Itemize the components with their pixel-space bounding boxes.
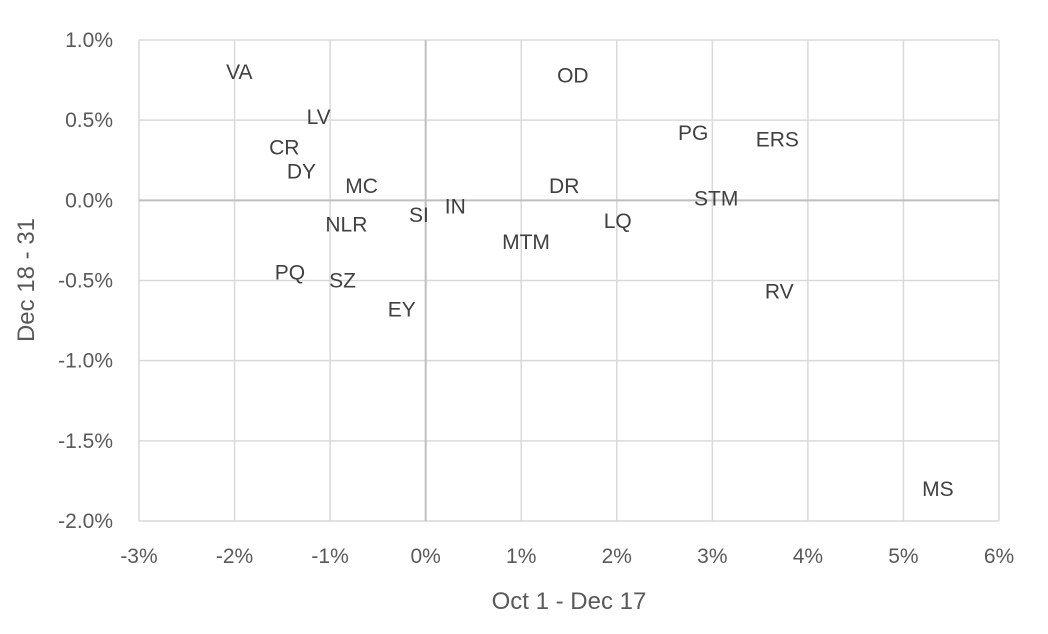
data-point-si: SI [409,204,429,227]
y-tick-label: 0.5% [65,109,113,132]
data-point-od: OD [557,64,589,87]
data-point-dy: DY [287,160,316,183]
x-tick-label: -3% [120,545,157,568]
data-point-pq: PQ [275,261,305,284]
gridlines [138,39,1000,522]
x-tick-label: 0% [410,545,440,568]
y-tick-label: -0.5% [58,270,113,293]
y-tick-label: -1.0% [58,350,113,373]
x-tick-label: -1% [311,545,348,568]
data-point-dr: DR [549,175,579,198]
zero-axes [139,40,999,521]
y-axis-title: Dec 18 - 31 [13,218,40,342]
x-axis-title: Oct 1 - Dec 17 [492,588,647,615]
x-tick-label: -2% [216,545,253,568]
x-tick-label: 4% [793,545,823,568]
x-tick-label: 3% [697,545,727,568]
y-tick-label: -1.5% [58,430,113,453]
data-point-rv: RV [765,281,794,304]
x-axis-ticks: -3% -2% -1% 0% 1% 2% 3% 4% 5% 6% [120,545,1014,568]
data-point-stm: STM [694,188,738,211]
data-point-va: VA [226,61,252,84]
data-point-lq: LQ [604,210,632,233]
data-point-ms: MS [922,478,954,501]
data-point-pg: PG [678,122,708,145]
x-tick-label: 2% [602,545,632,568]
x-tick-label: 5% [888,545,918,568]
data-point-in: IN [445,196,466,219]
data-point-nlr: NLR [325,213,367,236]
x-tick-label: 6% [984,545,1014,568]
data-point-ers: ERS [756,128,799,151]
data-point-lv: LV [307,106,331,129]
y-tick-label: 0.0% [65,189,113,212]
y-tick-label: 1.0% [65,29,113,52]
x-tick-label: 1% [506,545,536,568]
data-point-cr: CR [269,136,299,159]
data-point-sz: SZ [329,270,356,293]
data-point-mc: MC [345,175,378,198]
y-axis-ticks: 1.0% 0.5% 0.0% -0.5% -1.0% -1.5% -2.0% [58,29,113,533]
data-point-mtm: MTM [502,231,550,254]
data-point-ey: EY [388,298,416,321]
y-tick-label: -2.0% [58,510,113,533]
